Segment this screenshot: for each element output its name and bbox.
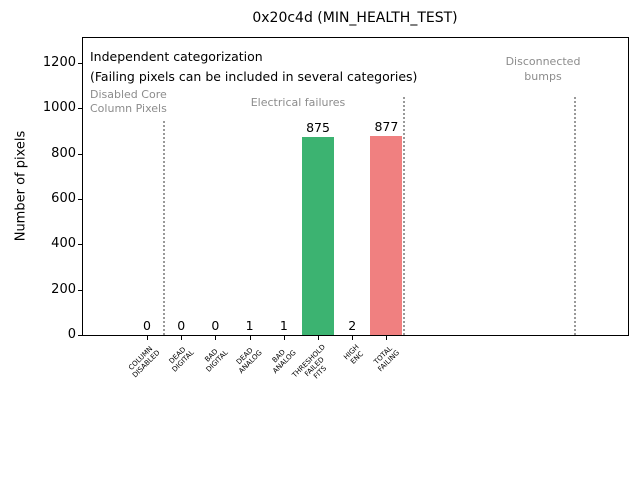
value-label-dead-digital: 0: [177, 318, 186, 333]
value-label-threshold-failed-fits: 875: [306, 120, 330, 135]
value-label-dead-analog: 1: [245, 318, 254, 333]
y-tick-mark: [78, 289, 82, 291]
x-tick-label-column-disabled: COLUMN DISABLED: [126, 344, 162, 380]
y-tick-label: 600: [51, 191, 76, 207]
value-label-column-disabled: 0: [143, 318, 151, 333]
x-tick-mark: [181, 336, 183, 340]
x-tick-mark: [249, 336, 251, 340]
y-tick-mark: [78, 244, 82, 246]
annotation-multi-category-note: (Failing pixels can be included in sever…: [90, 69, 418, 84]
x-tick-label-bad-digital: BAD DIGITAL: [203, 347, 230, 374]
x-tick-label-high-enc: HIGH ENC: [342, 343, 366, 366]
plot-area: [82, 37, 629, 336]
bar-threshold-failed-fits: [302, 137, 334, 335]
x-tick-mark: [147, 336, 148, 340]
y-tick-label: 1200: [42, 55, 76, 71]
group-label-disabled-core-column-pixels: Disabled Core Column Pixels: [90, 88, 167, 115]
group-label-disconnected-bumps: Disconnected bumps: [505, 55, 581, 83]
x-tick-mark: [318, 336, 319, 340]
x-tick-mark: [215, 336, 217, 340]
value-label-total-failing: 877: [374, 119, 399, 134]
value-label-high-enc: 2: [348, 318, 357, 333]
x-tick-mark: [283, 336, 285, 340]
annotation-independent-categorization: Independent categorization: [90, 49, 263, 64]
y-tick-label: 1000: [42, 100, 76, 116]
x-tick-mark: [386, 336, 388, 340]
y-tick-mark: [78, 153, 82, 155]
group-label-electrical-failures: Electrical failures: [250, 96, 346, 109]
y-tick-label: 400: [51, 236, 76, 252]
y-tick-mark: [78, 335, 82, 336]
value-label-bad-analog: 1: [279, 318, 288, 333]
y-tick-mark: [78, 63, 82, 65]
y-tick-label: 800: [51, 145, 76, 161]
separator-line: [573, 97, 576, 335]
separator-line: [402, 97, 405, 335]
x-tick-label-total-failing: TOTAL FAILING: [372, 344, 401, 374]
x-tick-label-threshold-failed-fits: THRESHOLD FAILED FITS: [290, 343, 328, 381]
y-tick-label: 0: [67, 327, 76, 342]
x-tick-mark: [352, 336, 354, 340]
x-tick-label-dead-analog: DEAD ANALOG: [235, 346, 264, 376]
x-tick-label-dead-digital: DEAD DIGITAL: [167, 345, 196, 374]
value-label-bad-digital: 0: [211, 318, 220, 333]
separator-line: [163, 121, 166, 335]
y-tick-mark: [78, 108, 82, 110]
bar-total-failing: [370, 136, 403, 335]
y-tick-mark: [78, 199, 82, 201]
y-tick-label: 200: [51, 281, 76, 297]
chart-title: 0x20c4d (MIN_HEALTH_TEST): [252, 10, 458, 26]
